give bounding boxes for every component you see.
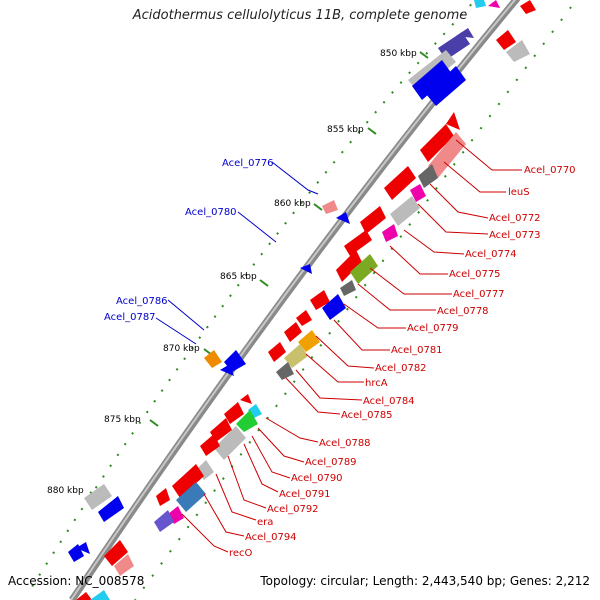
reverse-gene[interactable] [204, 350, 222, 368]
forward-strand-genes [76, 0, 536, 600]
forward-gene[interactable] [240, 394, 252, 404]
reverse-gene[interactable] [300, 264, 312, 274]
forward-gene[interactable] [520, 0, 536, 14]
forward-gene[interactable] [276, 362, 294, 380]
gene-label-Acel_0776: Acel_0776 [222, 158, 274, 169]
forward-gene[interactable] [340, 280, 356, 296]
reverse-gene[interactable] [98, 496, 124, 522]
forward-gene[interactable] [428, 132, 466, 178]
gene-label-Acel_0772: Acel_0772 [489, 213, 541, 224]
ruler-label-865: 865 kbp [220, 272, 257, 282]
reverse-gene[interactable] [488, 0, 500, 8]
forward-gene[interactable] [224, 402, 244, 424]
gene-label-Acel_0773: Acel_0773 [489, 230, 541, 241]
reverse-leader-lines [155, 161, 319, 345]
forward-gene[interactable] [474, 0, 486, 8]
accession-text: Accession: NC_008578 [8, 574, 145, 588]
forward-gene[interactable] [284, 344, 308, 368]
gene-label-Acel_0779: Acel_0779 [407, 323, 459, 334]
forward-gene[interactable] [200, 434, 220, 456]
reverse-gene[interactable] [336, 212, 350, 224]
reverse-gene[interactable] [220, 364, 234, 376]
topology-summary: Topology: circular; Length: 2,443,540 bp… [260, 574, 590, 588]
forward-gene[interactable] [336, 250, 362, 282]
forward-gene[interactable] [446, 112, 460, 130]
gene-label-Acel_0781: Acel_0781 [391, 345, 443, 356]
ruler-label-880: 880 kbp [47, 486, 84, 496]
forward-gene[interactable] [506, 40, 530, 62]
forward-gene[interactable] [410, 184, 426, 202]
forward-gene[interactable] [384, 166, 416, 200]
forward-gene[interactable] [418, 164, 438, 188]
gene-label-leuS: leuS [508, 187, 530, 198]
gene-label-Acel_0774: Acel_0774 [465, 249, 517, 260]
reverse-gene[interactable] [412, 60, 452, 100]
forward-gene[interactable] [390, 196, 420, 226]
forward-gene[interactable] [420, 124, 454, 162]
ruler-label-855: 855 kbp [327, 125, 364, 135]
ruler-label-875: 875 kbp [104, 415, 141, 425]
gene-label-hrcA: hrcA [365, 378, 388, 389]
reverse-gene[interactable] [456, 28, 474, 38]
forward-gene[interactable] [344, 230, 372, 256]
forward-gene[interactable] [360, 206, 386, 234]
forward-gene[interactable] [154, 510, 174, 532]
outer-guide-arc [134, 0, 578, 600]
reverse-gene[interactable] [426, 66, 466, 106]
gene-label-Acel_0785: Acel_0785 [341, 410, 393, 421]
map-title: Acidothermus cellulolyticus 11B, complet… [132, 8, 468, 23]
forward-gene[interactable] [214, 426, 246, 460]
forward-gene[interactable] [236, 410, 258, 432]
forward-gene[interactable] [104, 540, 128, 566]
gene-label-recO: recO [229, 548, 253, 559]
forward-gene[interactable] [210, 418, 232, 442]
forward-gene[interactable] [298, 330, 320, 352]
gene-label-Acel_0787: Acel_0787 [104, 312, 156, 323]
gene-label-Acel_0794: Acel_0794 [245, 532, 297, 543]
forward-gene[interactable] [382, 224, 398, 242]
forward-gene[interactable] [114, 554, 134, 576]
gene-label-Acel_0790: Acel_0790 [291, 473, 343, 484]
forward-gene[interactable] [76, 592, 92, 600]
forward-gene[interactable] [176, 482, 206, 512]
gene-label-Acel_0792: Acel_0792 [267, 504, 319, 515]
forward-gene[interactable] [284, 322, 302, 342]
gene-label-Acel_0784: Acel_0784 [363, 396, 415, 407]
reverse-strand-genes [68, 28, 474, 562]
gene-label-Acel_0770: Acel_0770 [524, 165, 576, 176]
ruler-label-860: 860 kbp [274, 199, 311, 209]
gene-label-Acel_0789: Acel_0789 [305, 457, 357, 468]
forward-gene[interactable] [172, 464, 204, 498]
gene-label-Acel_0791: Acel_0791 [279, 489, 331, 500]
gene-label-Acel_0782: Acel_0782 [375, 363, 427, 374]
gene-label-Acel_0780: Acel_0780 [185, 207, 237, 218]
ruler-label-870: 870 kbp [163, 344, 200, 354]
forward-gene[interactable] [322, 294, 346, 320]
forward-gene[interactable] [268, 342, 286, 362]
reverse-gene[interactable] [84, 484, 112, 510]
gene-label-Acel_0778: Acel_0778 [437, 306, 489, 317]
forward-gene[interactable] [156, 488, 170, 506]
forward-gene[interactable] [296, 310, 312, 326]
forward-gene[interactable] [496, 30, 516, 50]
gene-label-Acel_0775: Acel_0775 [449, 269, 501, 280]
ruler-label-850: 850 kbp [380, 49, 417, 59]
reverse-gene[interactable] [322, 200, 338, 214]
gene-label-Acel_0788: Acel_0788 [319, 438, 371, 449]
gene-label-Acel_0786: Acel_0786 [116, 296, 168, 307]
gene-label-era: era [257, 517, 273, 528]
reverse-gene[interactable] [76, 542, 90, 554]
gene-label-Acel_0777: Acel_0777 [453, 289, 505, 300]
forward-gene[interactable] [90, 590, 110, 600]
forward-leader-lines [181, 139, 522, 553]
forward-gene[interactable] [310, 290, 330, 310]
forward-gene[interactable] [350, 254, 378, 284]
